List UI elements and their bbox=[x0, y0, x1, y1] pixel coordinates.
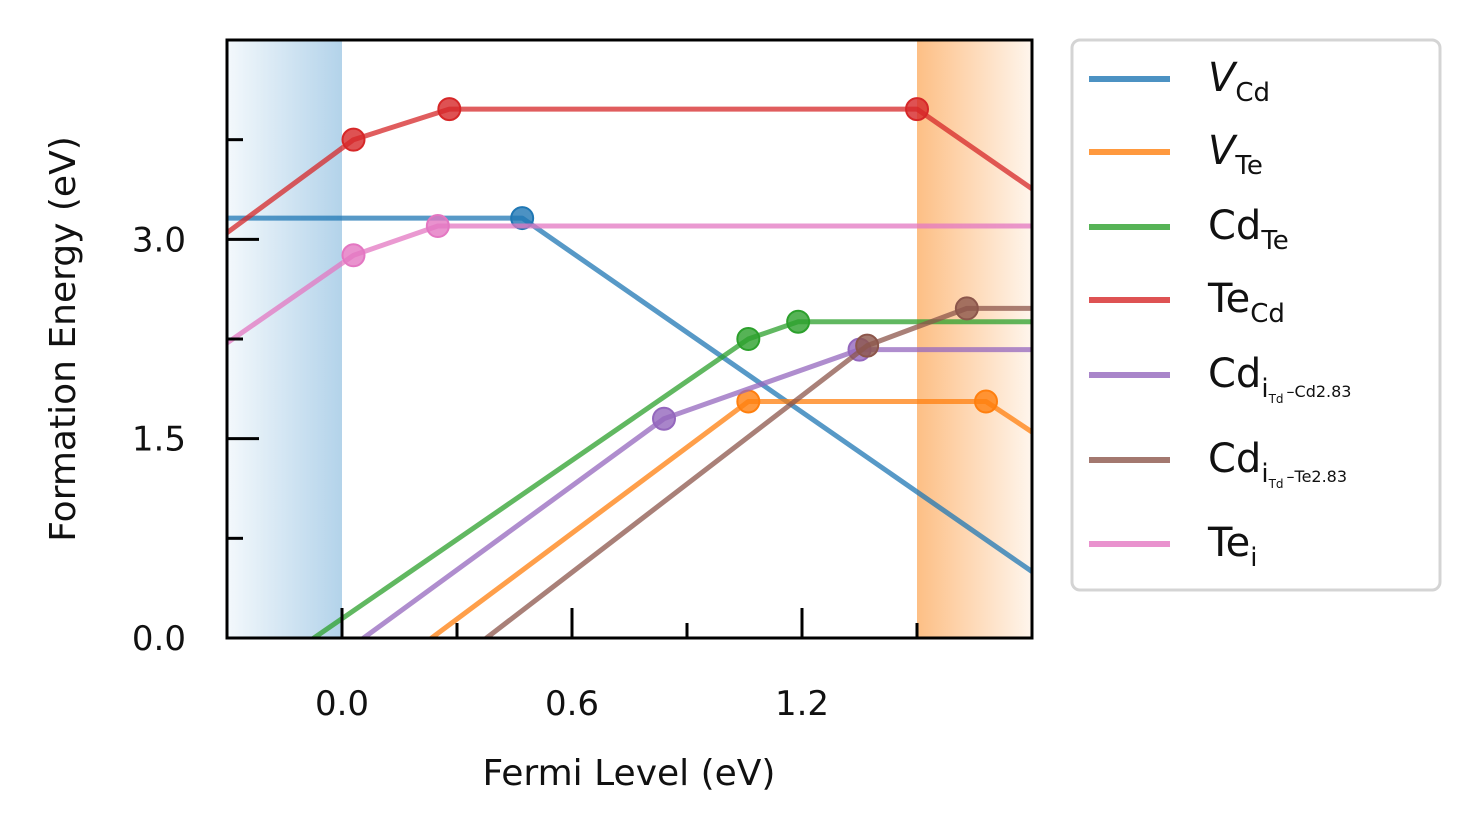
band-edge-shading bbox=[227, 40, 1032, 638]
series-line-3 bbox=[227, 106, 1032, 235]
series-marker-3-0 bbox=[341, 127, 366, 152]
series-line-5 bbox=[482, 305, 1032, 638]
series-marker-1-1 bbox=[974, 389, 998, 414]
series-line-6 bbox=[227, 223, 1032, 346]
y-tick-label: 0.0 bbox=[132, 619, 186, 659]
legend-label-2: CdTe bbox=[1208, 203, 1289, 256]
axis-ticks: 0.0 0.6 1.2 0.0 1.5 3.0 bbox=[132, 138, 919, 724]
series-marker-5-0 bbox=[855, 333, 880, 358]
series-marker-6-0 bbox=[341, 243, 366, 268]
series-line-4 bbox=[359, 347, 1032, 638]
legend-label-3: TeCd bbox=[1207, 276, 1285, 329]
series-marker-3-1 bbox=[437, 97, 462, 122]
series-line-1 bbox=[427, 399, 1032, 638]
series-line-2 bbox=[309, 319, 1032, 638]
series-marker-4-0 bbox=[652, 406, 676, 431]
y-axis-label: Formation Energy (eV) bbox=[43, 136, 84, 542]
conduction-band-shading bbox=[917, 40, 1032, 638]
legend-label-4: CdiTd –Cd2.83 bbox=[1208, 351, 1351, 406]
series-marker-6-1 bbox=[425, 214, 450, 239]
x-tick-label: 0.6 bbox=[545, 684, 599, 724]
legend-box bbox=[1070, 38, 1442, 592]
legend-label-6: Tei bbox=[1207, 520, 1257, 573]
legend: VCd VTe CdTe TeCd CdiTd –Cd2.83 CdiTd –Te2.83 Te… bbox=[1070, 38, 1442, 592]
y-tick-label: 3.0 bbox=[132, 220, 186, 260]
defect-lines bbox=[227, 97, 1032, 638]
legend-label-0: VCd bbox=[1208, 55, 1270, 108]
valence-band-shading bbox=[227, 40, 342, 638]
series-marker-5-1 bbox=[954, 296, 979, 321]
x-axis-label: Fermi Level (eV) bbox=[483, 753, 776, 794]
legend-label-1: VTe bbox=[1208, 128, 1263, 181]
series-marker-2-1 bbox=[786, 309, 811, 334]
y-tick-label: 1.5 bbox=[132, 420, 186, 460]
x-tick-label: 1.2 bbox=[775, 684, 829, 724]
series-marker-3-2 bbox=[905, 97, 929, 122]
legend-label-5: CdiTd –Te2.83 bbox=[1208, 436, 1347, 491]
series-marker-2-0 bbox=[736, 327, 761, 351]
series-line-0 bbox=[227, 215, 1032, 574]
x-tick-label: 0.0 bbox=[315, 684, 369, 724]
